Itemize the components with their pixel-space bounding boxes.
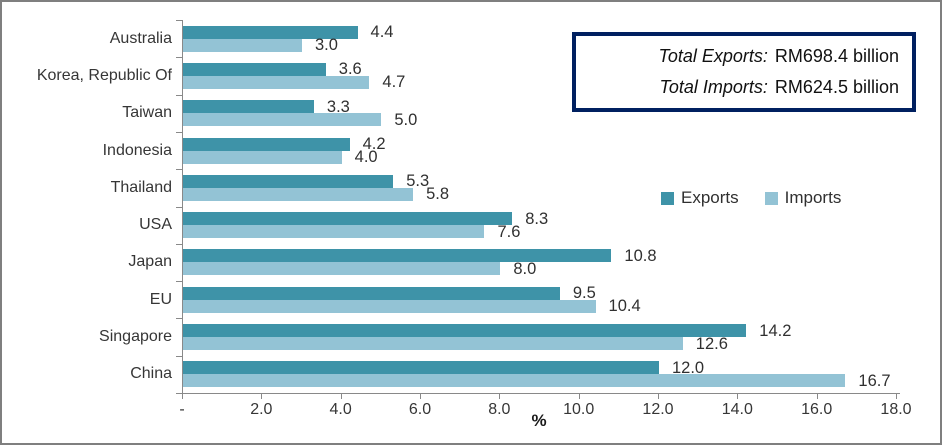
bar-imports-eu [183, 299, 596, 313]
bar-imports-singapore [183, 337, 683, 351]
category-label-singapore: Singapore [99, 328, 172, 346]
y-axis-tick [176, 318, 182, 320]
x-axis-tick [737, 393, 739, 399]
x-axis-tick [420, 393, 421, 399]
category-label-thailand: Thailand [110, 178, 172, 196]
bar-imports-usa [183, 225, 485, 239]
y-axis-tick [176, 20, 182, 21]
x-axis-tick [340, 393, 342, 399]
value-label-exports-china: 12.0 [672, 358, 705, 377]
value-label-exports-korea-republic-of: 3.6 [338, 60, 362, 79]
category-label-usa: USA [139, 216, 172, 234]
y-axis-tick [176, 57, 182, 59]
legend: Exports Imports [661, 188, 841, 208]
value-label-imports-singapore: 12.6 [695, 334, 728, 353]
y-axis-tick [176, 355, 182, 357]
value-label-exports-usa: 8.3 [525, 209, 549, 228]
bar-exports-thailand [183, 174, 394, 188]
totals-info-box: Total Exports: RM698.4 billion Total Impo… [572, 32, 916, 112]
value-label-imports-eu: 10.4 [608, 297, 641, 316]
x-axis-tick [578, 393, 580, 399]
legend-item-imports: Imports [764, 188, 842, 208]
value-label-imports-australia: 3.0 [315, 36, 338, 55]
imports-swatch-icon [764, 191, 778, 205]
bar-imports-taiwan [183, 113, 382, 127]
bar-exports-taiwan [183, 100, 314, 114]
value-label-imports-japan: 8.0 [513, 259, 537, 278]
y-axis-tick [176, 94, 182, 96]
bar-exports-australia [183, 25, 358, 39]
bar-imports-thailand [183, 187, 414, 201]
x-axis-tick [499, 393, 501, 399]
total-exports-label: Total Exports: [658, 46, 768, 66]
x-tick-label-4: 8.0 [488, 401, 511, 418]
category-label-indonesia: Indonesia [102, 141, 172, 159]
total-exports-value: RM698.4 billion [774, 46, 899, 66]
category-label-japan: Japan [128, 253, 172, 271]
y-axis-tick [176, 206, 182, 208]
x-axis-tick [261, 393, 263, 399]
x-tick-label-0: - [179, 401, 185, 418]
category-label-eu: EU [149, 290, 172, 308]
exports-swatch-icon [661, 191, 674, 205]
category-label-australia: Australia [109, 29, 172, 47]
x-tick-label-6: 12.0 [642, 401, 674, 418]
y-axis-tick [176, 281, 182, 283]
x-axis-tick [182, 393, 183, 399]
bar-exports-indonesia [183, 137, 350, 151]
legend-label-imports: Imports [784, 188, 842, 207]
total-exports-line: Total Exports: RM698.4 billion [576, 41, 899, 72]
bar-exports-eu [183, 286, 560, 300]
x-tick-label-5: 10.0 [563, 401, 595, 418]
total-imports-line: Total Imports: RM624.5 billion [576, 72, 899, 103]
x-axis-tick [658, 393, 659, 399]
total-imports-label: Total Imports: [659, 77, 768, 97]
value-label-exports-singapore: 14.2 [759, 321, 792, 340]
bar-imports-china [183, 374, 846, 388]
bar-exports-usa [183, 212, 513, 226]
value-label-imports-korea-republic-of: 4.7 [382, 73, 406, 92]
value-label-imports-indonesia: 4.0 [354, 148, 378, 167]
bar-exports-japan [183, 249, 612, 263]
bar-imports-australia [183, 38, 302, 52]
x-axis-title: % [531, 411, 547, 430]
bar-exports-china [183, 361, 659, 375]
value-label-exports-indonesia: 4.2 [362, 135, 386, 154]
bar-imports-korea-republic-of [183, 75, 370, 89]
value-label-exports-thailand: 5.3 [406, 172, 430, 191]
value-label-exports-eu: 9.5 [572, 284, 596, 303]
x-tick-label-8: 16.0 [801, 401, 833, 418]
total-imports-value: RM624.5 billion [774, 77, 899, 97]
category-label-china: China [130, 365, 172, 383]
y-axis-tick [176, 131, 182, 133]
y-axis-tick [176, 393, 182, 394]
y-axis-line [182, 20, 183, 393]
legend-label-exports: Exports [681, 188, 739, 207]
x-tick-label-3: 6.0 [408, 401, 432, 418]
x-tick-label-1: 2.0 [250, 401, 273, 418]
category-label-taiwan: Taiwan [122, 104, 172, 122]
x-axis-line [182, 393, 900, 394]
x-tick-label-7: 14.0 [721, 401, 753, 418]
value-label-exports-japan: 10.8 [624, 246, 657, 265]
x-axis-tick [816, 393, 818, 399]
y-axis-tick [176, 243, 182, 245]
bar-imports-indonesia [183, 150, 342, 164]
value-label-exports-taiwan: 3.3 [326, 97, 350, 116]
y-axis-tick [176, 169, 182, 171]
bar-imports-japan [183, 262, 501, 276]
category-label-korea-republic-of: Korea, Republic Of [36, 66, 172, 84]
x-axis-tick [896, 393, 897, 399]
x-tick-label-9: 18.0 [880, 401, 912, 418]
value-label-imports-thailand: 5.8 [426, 185, 449, 204]
value-label-exports-australia: 4.4 [370, 23, 394, 42]
legend-item-exports: Exports [661, 188, 739, 208]
value-label-imports-usa: 7.6 [497, 222, 521, 241]
bar-exports-singapore [183, 324, 747, 338]
value-label-imports-china: 16.7 [858, 371, 891, 390]
x-tick-label-2: 4.0 [329, 401, 352, 418]
bar-exports-korea-republic-of [183, 62, 326, 76]
value-label-imports-taiwan: 5.0 [394, 110, 418, 129]
